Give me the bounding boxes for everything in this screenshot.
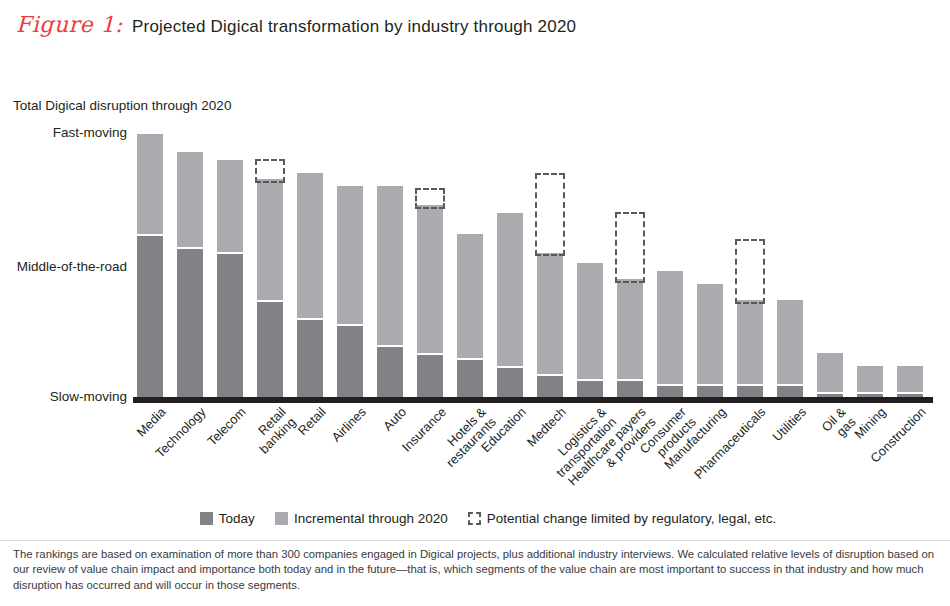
bar-incremental-medtech bbox=[537, 253, 563, 376]
x-tick-label-telecom: Telecom bbox=[205, 405, 249, 449]
potential-change-box-healthcare-payers-providers bbox=[615, 212, 645, 283]
y-tick-label-middle-of-the-road: Middle-of-the-road bbox=[0, 259, 127, 274]
x-tick-label-airlines: Airlines bbox=[329, 405, 369, 445]
bar-incremental-healthcare-payers-providers bbox=[617, 279, 643, 381]
figure-header: Figure 1: Projected Digical transformati… bbox=[16, 12, 576, 37]
y-axis-title: Total Digical disruption through 2020 bbox=[13, 98, 231, 113]
bar-incremental-oil-gas bbox=[817, 353, 843, 395]
bar-today-pharmaceuticals bbox=[737, 386, 763, 397]
legend-item-today: Today bbox=[200, 511, 255, 526]
bar-incremental-education bbox=[497, 213, 523, 368]
potential-dashed-box-icon bbox=[468, 512, 481, 525]
bar-today-technology bbox=[177, 249, 203, 397]
x-tick-label-mining: Mining bbox=[852, 405, 889, 442]
legend-label-incremental: Incremental through 2020 bbox=[294, 511, 448, 526]
bar-today-hotels-restaurants bbox=[457, 360, 483, 397]
x-axis-baseline bbox=[133, 397, 933, 403]
bar-today-consumer-products bbox=[657, 386, 683, 397]
bar-incremental-pharmaceuticals bbox=[737, 300, 763, 387]
footnote-divider bbox=[0, 540, 950, 541]
bar-incremental-mining bbox=[857, 366, 883, 394]
bar-today-retail bbox=[297, 320, 323, 397]
bar-today-auto bbox=[377, 347, 403, 397]
bar-today-retail-banking bbox=[257, 302, 283, 397]
bar-today-utilities bbox=[777, 386, 803, 397]
x-tick-label-auto: Auto bbox=[380, 405, 409, 434]
figure-title: Projected Digical transformation by indu… bbox=[132, 17, 576, 37]
y-tick-label-slow-moving: Slow-moving bbox=[0, 389, 127, 404]
y-tick-label-fast-moving: Fast-moving bbox=[0, 125, 127, 140]
bar-incremental-consumer-products bbox=[657, 271, 683, 387]
bar-incremental-hotels-restaurants bbox=[457, 234, 483, 360]
figure-label: Figure 1: bbox=[16, 12, 123, 37]
bar-incremental-construction bbox=[897, 366, 923, 394]
bar-incremental-insurance bbox=[417, 205, 443, 355]
bar-today-education bbox=[497, 368, 523, 397]
bar-today-telecom bbox=[217, 254, 243, 397]
potential-change-box-pharmaceuticals bbox=[735, 239, 765, 304]
plot-area bbox=[133, 133, 933, 397]
bar-incremental-manufacturing bbox=[697, 284, 723, 386]
bar-incremental-media bbox=[137, 134, 163, 236]
bar-incremental-airlines bbox=[337, 186, 363, 325]
bar-incremental-retail bbox=[297, 173, 323, 320]
bar-today-healthcare-payers-providers bbox=[617, 381, 643, 397]
potential-change-box-insurance bbox=[415, 188, 445, 209]
potential-change-box-retail-banking bbox=[255, 159, 285, 182]
x-tick-label-retail: Retail bbox=[296, 405, 329, 438]
legend-label-potential: Potential change limited by regulatory, … bbox=[487, 511, 776, 526]
bar-incremental-logistics-transportation bbox=[577, 263, 603, 381]
bar-incremental-auto bbox=[377, 186, 403, 346]
legend-item-incremental: Incremental through 2020 bbox=[275, 511, 448, 526]
bar-today-insurance bbox=[417, 355, 443, 397]
legend-item-potential: Potential change limited by regulatory, … bbox=[468, 511, 776, 526]
incremental-swatch-icon bbox=[275, 512, 288, 525]
x-tick-label-oil-gas: Oil & gas bbox=[819, 405, 858, 444]
x-tick-label-retail-banking: Retail banking bbox=[247, 405, 298, 456]
bar-incremental-retail-banking bbox=[257, 179, 283, 302]
bar-today-logistics-transportation bbox=[577, 381, 603, 397]
bar-today-medtech bbox=[537, 376, 563, 397]
bar-today-airlines bbox=[337, 326, 363, 397]
bar-incremental-technology bbox=[177, 152, 203, 249]
today-swatch-icon bbox=[200, 512, 213, 525]
x-tick-label-media: Media bbox=[134, 405, 169, 440]
bar-incremental-telecom bbox=[217, 160, 243, 254]
footnote-text: The rankings are based on examination of… bbox=[13, 547, 939, 593]
x-tick-label-utilities: Utilities bbox=[770, 405, 809, 444]
potential-change-box-medtech bbox=[535, 173, 565, 257]
legend-label-today: Today bbox=[219, 511, 255, 526]
bar-today-manufacturing bbox=[697, 386, 723, 397]
bar-incremental-utilities bbox=[777, 300, 803, 387]
chart-legend: Today Incremental through 2020 Potential… bbox=[13, 511, 950, 526]
bar-today-media bbox=[137, 236, 163, 397]
x-tick-label-pharmaceuticals: Pharmaceuticals bbox=[692, 405, 769, 482]
